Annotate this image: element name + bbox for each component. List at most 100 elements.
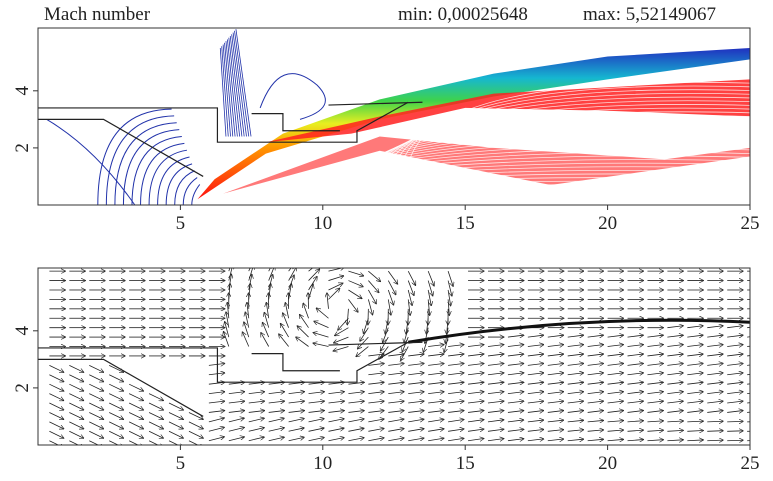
streamline — [528, 420, 544, 422]
streamline — [408, 419, 423, 422]
streamline — [687, 335, 703, 337]
streamline — [707, 354, 723, 356]
streamline — [608, 335, 624, 337]
streamline — [468, 345, 484, 347]
wall — [252, 354, 340, 371]
streamline — [448, 392, 464, 394]
streamline — [328, 438, 343, 441]
streamline — [408, 354, 424, 356]
streamline — [548, 392, 564, 394]
streamline — [727, 373, 743, 375]
streamline — [468, 401, 484, 403]
streamline — [468, 382, 484, 384]
streamline — [368, 411, 384, 413]
contour-line — [158, 157, 190, 205]
streamline — [488, 345, 504, 347]
y-tick-label: 4 — [12, 326, 33, 336]
streamline — [428, 419, 443, 421]
streamline — [388, 429, 403, 432]
streamline — [309, 428, 324, 431]
x-tick-label: 25 — [741, 213, 760, 234]
x-tick-label: 20 — [598, 213, 617, 234]
streamline — [508, 401, 524, 403]
streamline — [348, 401, 364, 403]
streamline — [667, 335, 683, 337]
streamline — [568, 439, 584, 441]
streamline — [328, 428, 343, 431]
streamline — [269, 418, 284, 422]
streamline — [588, 439, 604, 440]
streamline — [568, 420, 584, 422]
streamline — [628, 392, 644, 394]
streamline — [707, 345, 723, 347]
streamline — [49, 403, 63, 410]
contour-line — [192, 184, 200, 205]
streamline — [628, 373, 644, 375]
streamline — [727, 354, 743, 356]
streamline — [628, 382, 644, 384]
streamline — [667, 401, 683, 403]
streamline — [647, 411, 663, 413]
streamline — [608, 354, 624, 356]
streamline — [149, 441, 163, 448]
streamline — [328, 411, 344, 413]
streamline — [401, 347, 408, 361]
streamline — [408, 429, 423, 432]
streamline — [249, 275, 252, 290]
streamline — [568, 373, 584, 375]
streamline — [89, 422, 103, 429]
streamline — [309, 411, 325, 413]
streamline — [49, 422, 63, 429]
streamline — [528, 373, 544, 375]
streamline — [568, 345, 584, 347]
streamline — [209, 373, 225, 375]
streamline — [129, 412, 143, 419]
streamline — [707, 335, 723, 337]
streamline — [448, 354, 464, 356]
streamline — [687, 373, 703, 375]
streamline — [727, 411, 743, 413]
streamline — [508, 382, 524, 384]
streamline — [189, 412, 203, 419]
streamline — [348, 299, 357, 312]
streamline — [568, 430, 584, 432]
streamline — [647, 382, 663, 384]
streamline — [348, 271, 363, 276]
streamline — [747, 392, 763, 394]
streamline — [687, 431, 703, 432]
streamline — [548, 439, 564, 441]
streamline — [548, 373, 564, 375]
streamline — [707, 363, 723, 365]
streamline — [488, 429, 504, 431]
streamline — [249, 428, 264, 432]
streamline — [89, 431, 103, 438]
wall — [328, 342, 422, 345]
streamline — [747, 373, 763, 375]
streamline — [328, 401, 344, 403]
x-tick-label: 10 — [313, 453, 332, 474]
streamline — [209, 363, 225, 365]
streamline — [747, 345, 763, 347]
streamline — [727, 326, 743, 328]
streamline — [368, 290, 376, 304]
streamline — [667, 440, 683, 441]
streamline — [109, 394, 123, 401]
chart-title: Mach number — [44, 4, 151, 25]
contour-line — [260, 74, 325, 120]
streamline — [149, 422, 163, 429]
streamline — [328, 419, 343, 422]
streamline — [209, 427, 224, 431]
streamline — [428, 354, 444, 356]
streamline — [687, 363, 703, 365]
streamline — [269, 275, 273, 290]
streamline — [428, 411, 444, 413]
streamline — [667, 326, 683, 328]
y-tick-label: 2 — [12, 143, 33, 153]
streamline — [335, 328, 349, 336]
streamline — [548, 401, 564, 403]
streamline — [109, 375, 123, 382]
streamline — [309, 392, 325, 394]
streamline — [89, 441, 103, 448]
streamline — [488, 373, 504, 375]
streamline — [388, 419, 403, 422]
